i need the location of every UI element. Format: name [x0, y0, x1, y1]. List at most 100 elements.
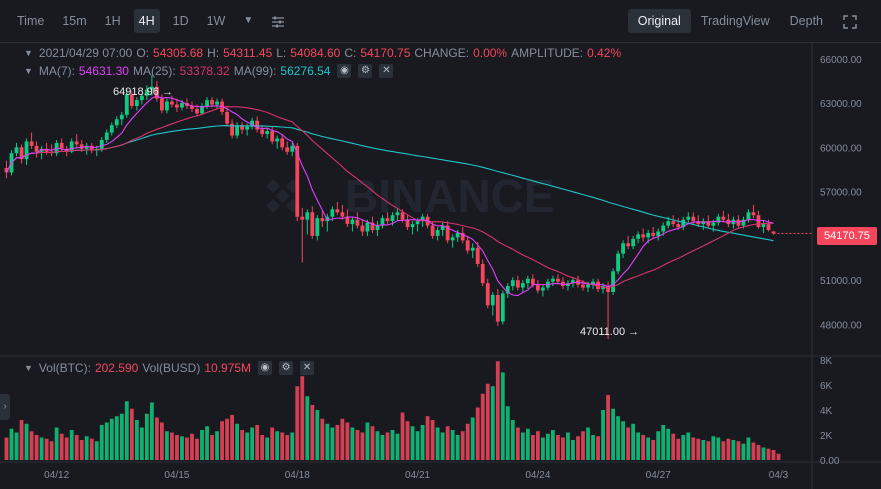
price-tick-label: 60000.00	[820, 143, 862, 154]
volume-bar	[626, 427, 631, 460]
vol-busd-label: Vol(BUSD)	[142, 361, 201, 375]
ma7-line	[6, 95, 774, 297]
candle-body	[746, 212, 751, 220]
fullscreen-icon[interactable]	[833, 9, 867, 33]
candle-body	[109, 125, 114, 133]
volume-bar	[515, 427, 520, 460]
volume-bar	[601, 410, 605, 460]
volume-bar	[109, 418, 114, 460]
volume-bar	[661, 425, 666, 460]
close-icon[interactable]: ✕	[379, 64, 394, 78]
interval-15m[interactable]: 15m	[62, 14, 87, 28]
candle-body	[701, 221, 706, 225]
collapse-vol-caret-icon[interactable]: ▼	[24, 363, 33, 373]
volume-bar	[345, 422, 350, 460]
volume-bar	[129, 408, 134, 460]
candle-body	[395, 212, 400, 216]
volume-bar	[495, 361, 500, 460]
eye-icon[interactable]: ◉	[337, 64, 352, 78]
volume-bar	[44, 438, 49, 460]
volume-bar	[215, 431, 219, 460]
current-price-tag: 54170.75	[817, 227, 877, 245]
volume-bar	[375, 431, 380, 460]
candle-body	[490, 294, 495, 306]
volume-bar	[230, 415, 234, 460]
interval-1d[interactable]: 1D	[172, 14, 189, 28]
candle-body	[134, 100, 139, 106]
price-tick-label: 51000.00	[820, 276, 862, 287]
volume-bar	[154, 417, 159, 460]
volume-bar	[470, 417, 475, 460]
tab-depth[interactable]: Depth	[789, 14, 823, 28]
candle-body	[410, 224, 415, 228]
volume-bar	[210, 435, 214, 460]
volume-bar	[69, 430, 74, 460]
candle-body	[535, 284, 540, 291]
candle-body	[571, 280, 575, 284]
volume-bar	[676, 438, 681, 460]
panel-expand-icon[interactable]: ›	[0, 394, 10, 420]
volume-bar	[425, 416, 430, 460]
tab-tradingview[interactable]: TradingView	[700, 14, 770, 28]
candle-body	[616, 253, 620, 272]
candle-body	[761, 224, 766, 228]
ma99-value: 56276.54	[280, 64, 331, 78]
volume-bar	[9, 428, 14, 460]
volume-bar	[285, 435, 290, 460]
volume-bar	[666, 428, 671, 460]
volume-tick-label: 2K	[820, 431, 833, 442]
candle-body	[771, 231, 776, 234]
interval-4h[interactable]: 4H	[133, 9, 160, 33]
candle-body	[250, 120, 255, 127]
candle-body	[445, 225, 450, 241]
volume-bar	[561, 437, 565, 460]
interval-time[interactable]: Time	[17, 14, 45, 28]
volume-bar	[706, 441, 711, 460]
candle-body	[200, 106, 204, 114]
volume-bar	[320, 418, 325, 460]
volume-bar	[325, 423, 330, 460]
volume-bar	[621, 421, 626, 460]
candle-body	[139, 95, 144, 101]
candle-body	[230, 123, 234, 136]
interval-1h[interactable]: 1H	[104, 14, 121, 28]
candle-body	[104, 132, 109, 140]
settings-icon[interactable]: ⚙	[358, 64, 373, 78]
price-tick-label: 66000.00	[820, 55, 862, 66]
candle-body	[706, 221, 711, 226]
candle-body	[741, 219, 746, 226]
interval-1w[interactable]: 1W	[206, 14, 226, 28]
volume-bar	[144, 413, 149, 460]
vol-eye-icon[interactable]: ◉	[258, 361, 273, 375]
collapse-caret-icon[interactable]: ▼	[24, 48, 33, 58]
candle-body	[666, 221, 671, 226]
volume-bar	[180, 436, 184, 460]
vol-close-icon[interactable]: ✕	[300, 361, 315, 375]
candle-body	[170, 101, 174, 105]
volume-bar	[576, 436, 580, 460]
vol-settings-icon[interactable]: ⚙	[279, 361, 294, 375]
volume-bar	[606, 395, 610, 460]
more-intervals-dropdown-icon[interactable]: ▼	[243, 15, 254, 26]
indicator-settings-icon[interactable]	[262, 9, 294, 33]
volume-bar	[591, 435, 595, 460]
volume-bar	[596, 436, 600, 460]
volume-bar	[420, 425, 425, 460]
collapse-ma-caret-icon[interactable]: ▼	[24, 66, 33, 76]
volume-bar	[410, 426, 415, 460]
volume-tick-label: 8K	[820, 356, 833, 367]
candle-body	[255, 120, 260, 130]
volume-legend: ▼ Vol(BTC): 202.590 Vol(BUSD) 10.975M ◉ ⚙ …	[24, 361, 315, 375]
candle-body	[165, 101, 169, 111]
volume-bar	[24, 423, 29, 460]
candle-body	[305, 212, 310, 220]
candle-body	[360, 225, 365, 232]
ma25-value: 53378.32	[179, 64, 230, 78]
volume-bar	[89, 438, 94, 460]
tab-original[interactable]: Original	[627, 9, 691, 33]
volume-bar	[240, 430, 245, 460]
volume-bar	[34, 435, 39, 460]
candle-body	[335, 209, 340, 213]
volume-bar	[295, 386, 300, 460]
